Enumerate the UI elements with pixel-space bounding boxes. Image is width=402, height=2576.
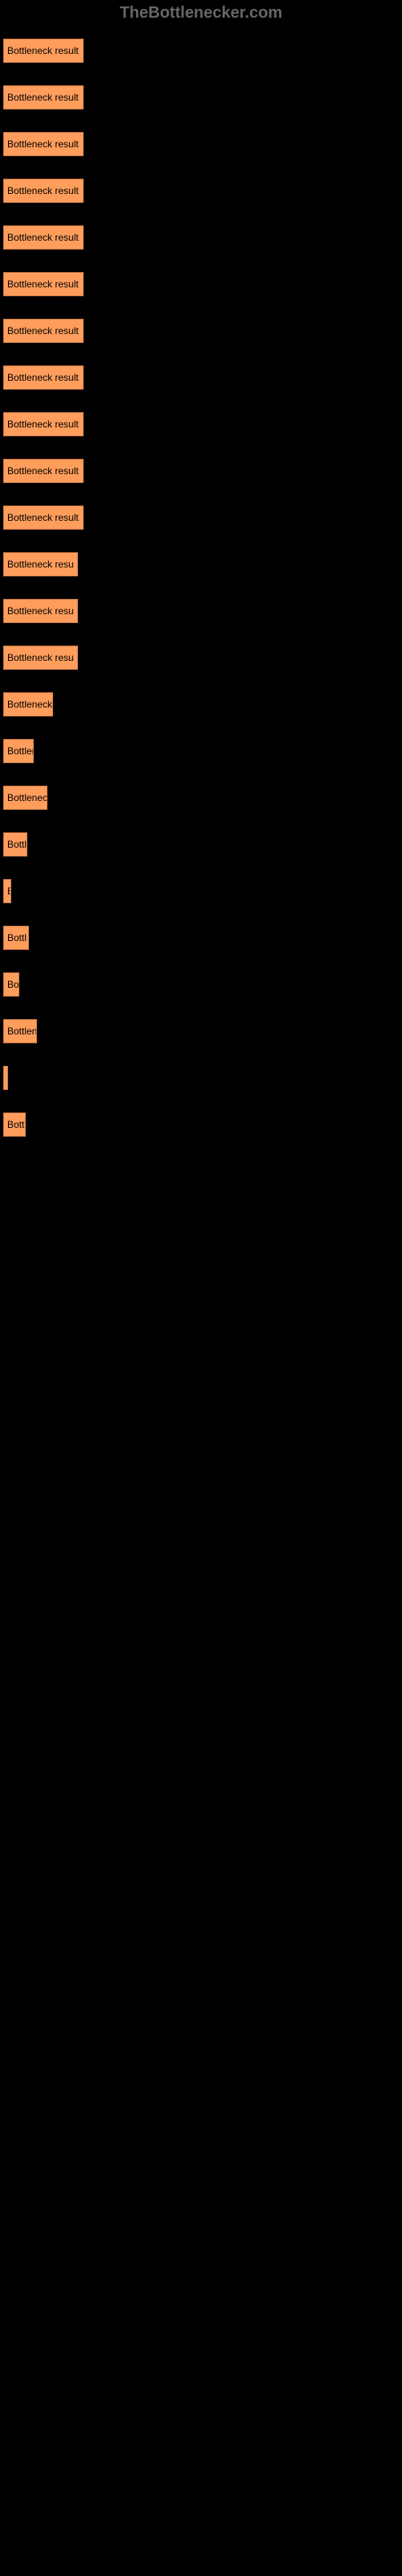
bar-label: Bo bbox=[7, 979, 19, 990]
bar-label: Bottleneck result bbox=[7, 372, 79, 383]
bar-label: Bottler bbox=[7, 745, 34, 757]
bar-label: Bottleneck result bbox=[7, 45, 79, 56]
bar-label: Bottleneck result bbox=[7, 232, 79, 243]
bar-label: Bott bbox=[7, 1119, 24, 1130]
bar-row: Bottleneck resu bbox=[3, 646, 402, 670]
bar-label: Bottleneck result bbox=[7, 512, 79, 523]
bar: Bottl bbox=[3, 926, 29, 950]
bar: B bbox=[3, 879, 11, 903]
bar: Bottleneck resu bbox=[3, 552, 78, 576]
bar bbox=[3, 1066, 8, 1090]
bar-row: Bottleneck result bbox=[3, 319, 402, 343]
bar-row: Bottlenec bbox=[3, 786, 402, 810]
bar: Bottleneck result bbox=[3, 85, 84, 109]
bar-row: Bottleneck result bbox=[3, 459, 402, 483]
bar: Bottleneck result bbox=[3, 365, 84, 390]
bar-label: Bottlenec bbox=[7, 792, 47, 803]
bar-label: Bottleneck result bbox=[7, 138, 79, 150]
bar-row: Bottleneck result bbox=[3, 506, 402, 530]
bar-label: Bottleneck result bbox=[7, 279, 79, 290]
bar-row: B bbox=[3, 879, 402, 903]
bar-label: Bottleneck resu bbox=[7, 652, 74, 663]
bar-label: B bbox=[7, 886, 11, 897]
bar: Bottleneck result bbox=[3, 179, 84, 203]
bar: Bottleneck result bbox=[3, 132, 84, 156]
bar-label: Bottl bbox=[7, 932, 27, 943]
bar: Bottl bbox=[3, 832, 27, 857]
bar-label: Bottleneck result bbox=[7, 419, 79, 430]
bar-row: Bottlen bbox=[3, 1019, 402, 1043]
bar-row: Bottleneck result bbox=[3, 132, 402, 156]
bar-label: Bottlen bbox=[7, 1026, 37, 1037]
bar-row: Bottleneck result bbox=[3, 365, 402, 390]
bar-label: Bottleneck result bbox=[7, 92, 79, 103]
bar-row: Bottleneck result bbox=[3, 179, 402, 203]
bar-row: Bott bbox=[3, 1113, 402, 1137]
bar-label: Bottleneck resu bbox=[7, 605, 74, 617]
bar-label: Bottleneck result bbox=[7, 185, 79, 196]
bar-row: Bottleneck resu bbox=[3, 552, 402, 576]
bar: Bottleneck resu bbox=[3, 599, 78, 623]
bar-row: Bottleneck result bbox=[3, 412, 402, 436]
bar-row bbox=[3, 1066, 402, 1090]
bar: Bo bbox=[3, 972, 19, 997]
bar-chart: Bottleneck result Bottleneck result Bottle… bbox=[0, 39, 402, 1137]
bar: Bottler bbox=[3, 739, 34, 763]
bar-label: Bottl bbox=[7, 839, 27, 850]
bar-row: Bottl bbox=[3, 832, 402, 857]
bar-row: Bo bbox=[3, 972, 402, 997]
bar: Bott bbox=[3, 1113, 26, 1137]
bar: Bottlenec bbox=[3, 786, 47, 810]
bar-row: Bottleneck resu bbox=[3, 599, 402, 623]
bar: Bottleneck resu bbox=[3, 646, 78, 670]
bar-label: Bottleneck result bbox=[7, 465, 79, 477]
bar-row: Bottler bbox=[3, 739, 402, 763]
watermark-text: TheBottlenecker.com bbox=[0, 0, 402, 39]
bar-row: Bottleneck result bbox=[3, 225, 402, 250]
bar: Bottleneck result bbox=[3, 319, 84, 343]
bar-label: Bottleneck result bbox=[7, 325, 79, 336]
bar: Bottleneck result bbox=[3, 225, 84, 250]
bar-row: Bottleneck result bbox=[3, 272, 402, 296]
bar: Bottleneck result bbox=[3, 39, 84, 63]
bar-row: Bottleneck result bbox=[3, 85, 402, 109]
bar-row: Bottleneck bbox=[3, 692, 402, 716]
bar: Bottleneck bbox=[3, 692, 53, 716]
bar-row: Bottleneck result bbox=[3, 39, 402, 63]
bar-label: Bottleneck bbox=[7, 699, 52, 710]
bar: Bottleneck result bbox=[3, 506, 84, 530]
bar-row: Bottl bbox=[3, 926, 402, 950]
bar: Bottleneck result bbox=[3, 412, 84, 436]
bar: Bottleneck result bbox=[3, 272, 84, 296]
bar-label: Bottleneck resu bbox=[7, 559, 74, 570]
bar: Bottlen bbox=[3, 1019, 37, 1043]
bar: Bottleneck result bbox=[3, 459, 84, 483]
